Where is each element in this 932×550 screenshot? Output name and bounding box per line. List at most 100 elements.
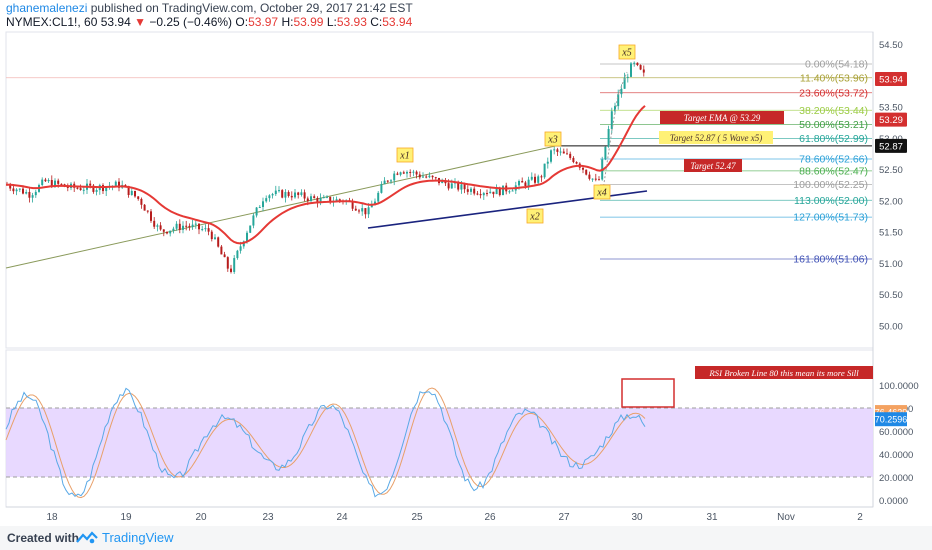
candle-body	[34, 191, 37, 196]
fib-level-label: 61.80%(52.99)	[799, 133, 868, 145]
candle-body	[303, 192, 306, 199]
published-text: published on TradingView.com, October 29…	[90, 1, 413, 15]
candle-body	[217, 237, 220, 247]
candle-body	[236, 250, 239, 259]
rsi-d-badge: 70.2596	[875, 415, 908, 425]
candle-body	[473, 188, 476, 194]
wave-label: x3	[547, 135, 557, 146]
candle-body	[559, 151, 562, 153]
rsi-tick-label: 40.0000	[879, 450, 913, 461]
candle-body	[252, 215, 255, 226]
candle-body	[591, 178, 594, 180]
rsi-tick-label: 100.0000	[879, 381, 919, 392]
ema-price-badge-bg	[875, 112, 907, 127]
candle-body	[530, 176, 533, 180]
candle-body	[15, 189, 18, 192]
candle-body	[230, 268, 232, 272]
wave-label-box	[526, 208, 544, 224]
time-tick-label: 18	[46, 512, 58, 523]
candle-body	[54, 180, 56, 187]
candle-body	[604, 146, 607, 160]
candle-body	[290, 195, 293, 198]
candle-body	[521, 181, 524, 183]
candle-body	[351, 201, 354, 209]
candle-body	[300, 192, 303, 195]
candle-body	[297, 192, 300, 195]
author-link[interactable]: ghanemalenezi	[6, 1, 88, 15]
price-chart[interactable]: 54.5054.0053.5053.0052.5052.0051.5051.00…	[0, 0, 932, 526]
candle-body	[466, 189, 469, 192]
target-low-note-box	[684, 159, 742, 172]
candle-body	[482, 193, 485, 196]
tradingview-brand-link[interactable]: TradingView	[102, 530, 174, 545]
candle-body	[617, 94, 620, 107]
close-value: 53.94	[382, 15, 413, 29]
candle-body	[390, 180, 392, 182]
candle-body	[623, 77, 626, 89]
candle-body	[294, 192, 296, 198]
candle-body	[313, 196, 316, 199]
fib-level-label: 11.40%(53.96)	[800, 72, 868, 84]
candle-body	[418, 174, 421, 178]
rsi-tick-label: 20.0000	[879, 473, 913, 484]
candle-body	[370, 205, 373, 208]
candle-body	[457, 182, 460, 190]
candle-body	[450, 183, 453, 189]
fib-level-label: 88.60%(52.47)	[799, 165, 868, 177]
change-down-icon: ▼	[134, 15, 146, 29]
ema-line	[5, 105, 646, 245]
high-value: 53.99	[293, 15, 324, 29]
candle-body	[607, 129, 610, 147]
last-price-badge-bg	[875, 72, 907, 86]
candle-body	[47, 180, 50, 182]
price-tick-label: 50.00	[879, 321, 903, 332]
symbol-label[interactable]: NYMEX:CL1!, 60	[6, 15, 98, 29]
candle-body	[25, 191, 28, 194]
target-ema-note: Target EMA @ 53.29	[684, 113, 761, 123]
candle-body	[143, 204, 146, 211]
level-price-badge-bg	[875, 138, 907, 153]
time-tick-label: 27	[558, 512, 570, 523]
fib-level-label: 23.60%(53.72)	[799, 87, 868, 99]
wave-label-box	[544, 131, 562, 147]
candle-body	[306, 198, 309, 201]
candle-body	[447, 183, 450, 189]
candle-body	[223, 254, 226, 258]
candle-body	[338, 199, 341, 201]
rsi-d-badge-bg	[875, 412, 907, 427]
candle-body	[287, 192, 290, 196]
candle-body	[137, 196, 140, 199]
candle-body	[415, 171, 418, 175]
rsi-tick-label: 60.0000	[879, 427, 913, 438]
candle-body	[358, 210, 360, 212]
candle-body	[585, 169, 588, 175]
time-tick-label: 26	[484, 512, 496, 523]
candle-body	[220, 246, 223, 255]
candle-body	[508, 191, 511, 193]
candle-body	[399, 172, 402, 175]
wave-label-box	[396, 147, 414, 163]
candle-body	[476, 193, 479, 195]
candle-body	[335, 199, 338, 202]
candle-body	[550, 150, 552, 162]
candle-body	[470, 188, 472, 192]
upper-trendline	[5, 144, 561, 269]
candle-body	[582, 167, 584, 170]
candle-body	[146, 210, 149, 212]
candle-body	[489, 191, 492, 194]
candle-body	[44, 179, 47, 182]
time-tick-label: 20	[195, 512, 207, 523]
candle-body	[460, 184, 463, 190]
wave-label: x1	[399, 151, 409, 162]
candle-body	[502, 185, 504, 196]
candle-body	[28, 191, 31, 198]
candle-body	[524, 182, 527, 187]
candle-body	[41, 179, 44, 185]
candle-body	[543, 163, 546, 178]
candle-body	[105, 186, 108, 192]
candle-body	[89, 183, 92, 186]
candle-body	[118, 181, 120, 188]
candle-body	[534, 176, 536, 183]
candle-body	[463, 184, 466, 190]
tradingview-logo-icon[interactable]	[76, 531, 98, 545]
